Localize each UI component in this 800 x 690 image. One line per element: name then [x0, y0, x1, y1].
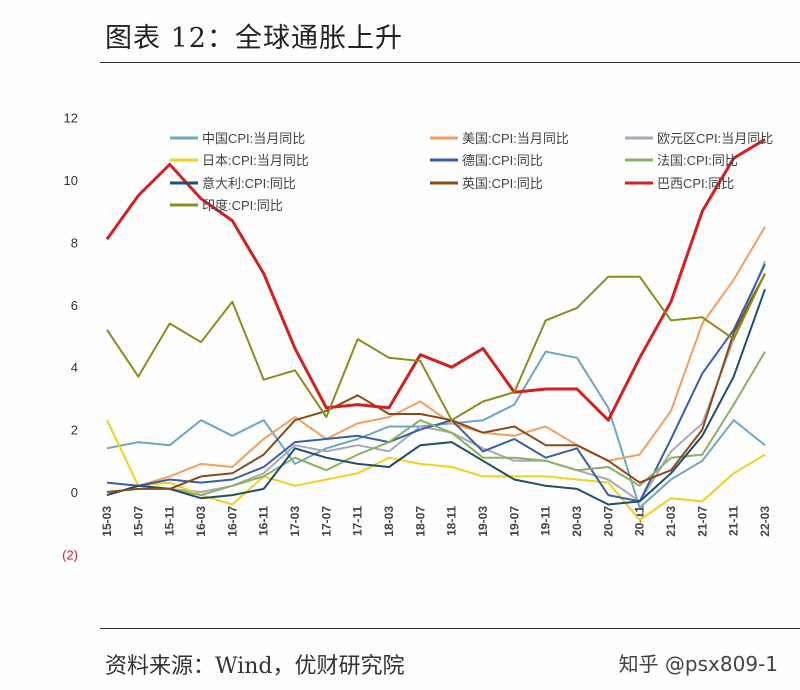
y-tick-label: (2) — [62, 547, 78, 562]
title-divider — [100, 62, 800, 63]
series-line-8 — [105, 138, 766, 422]
x-tick-label: 16-11 — [257, 506, 271, 536]
x-tick-label: 19-03 — [476, 506, 490, 537]
legend-label: 美国:CPI:当月同比 — [462, 131, 569, 146]
legend-label: 意大利:CPI:同比 — [202, 176, 296, 191]
y-tick-label: 8 — [71, 235, 78, 250]
x-tick-label: 20-03 — [570, 506, 584, 537]
x-tick-label: 18-11 — [445, 506, 459, 536]
legend-label: 中国CPI:当月同比 — [202, 131, 305, 146]
legend-label: 法国:CPI:同比 — [657, 153, 738, 168]
y-tick-label: 12 — [64, 111, 78, 126]
source-note: 资料来源：Wind，优财研究院 — [105, 654, 405, 679]
x-tick-label: 17-07 — [319, 506, 333, 537]
x-tick-label: 16-07 — [225, 506, 239, 537]
series-line-6 — [106, 288, 766, 506]
x-tick-label: 21-07 — [695, 506, 709, 537]
legend-label: 欧元区CPI:当月同比 — [657, 131, 773, 146]
x-tick-label: 21-03 — [664, 506, 678, 537]
x-tick-label: 15-07 — [131, 506, 145, 537]
x-tick-label: 18-03 — [382, 506, 396, 537]
legend-label: 巴西CPI:同比 — [657, 176, 734, 191]
x-tick-label: 17-11 — [351, 506, 365, 536]
y-tick-label: 6 — [71, 298, 78, 313]
x-tick-label: 17-03 — [288, 506, 302, 537]
x-tick-label: 20-07 — [601, 506, 615, 537]
y-tick-label: 4 — [71, 360, 78, 375]
legend-label: 德国:CPI:同比 — [462, 153, 543, 168]
cpi-line-chart: 12 10 8 6 4 2 0 (2) 15-03 15-07 15-11 16-03 16-07 16-… — [62, 111, 773, 563]
series-line-5 — [106, 351, 766, 497]
series-line-4 — [106, 263, 766, 503]
x-tick-label: 18-07 — [413, 506, 427, 537]
page-title: 图表 12：全球通胀上升 — [105, 23, 403, 54]
x-tick-label: 15-03 — [100, 506, 114, 537]
series-line-1 — [106, 226, 766, 497]
legend-label: 英国:CPI:同比 — [462, 176, 543, 191]
x-tick-label: 15-11 — [163, 506, 177, 536]
x-tick-label: 19-11 — [539, 506, 553, 536]
series-line-9 — [106, 273, 766, 422]
y-tick-label: 2 — [71, 423, 78, 438]
x-tick-label: 21-11 — [727, 506, 741, 536]
series-line-7 — [106, 273, 766, 493]
y-tick-label: 10 — [64, 173, 78, 188]
watermark: 知乎 @psx809-1 — [618, 652, 778, 676]
y-tick-label: 0 — [71, 485, 78, 500]
legend-label: 日本:CPI:当月同比 — [202, 153, 309, 168]
x-tick-label: 16-03 — [194, 506, 208, 537]
x-tick-label: 19-07 — [507, 506, 521, 537]
footer-divider — [100, 628, 800, 629]
legend-label: 印度:CPI:同比 — [202, 198, 283, 213]
series-line-3 — [106, 419, 766, 522]
x-tick-label: 22-03 — [758, 506, 772, 537]
